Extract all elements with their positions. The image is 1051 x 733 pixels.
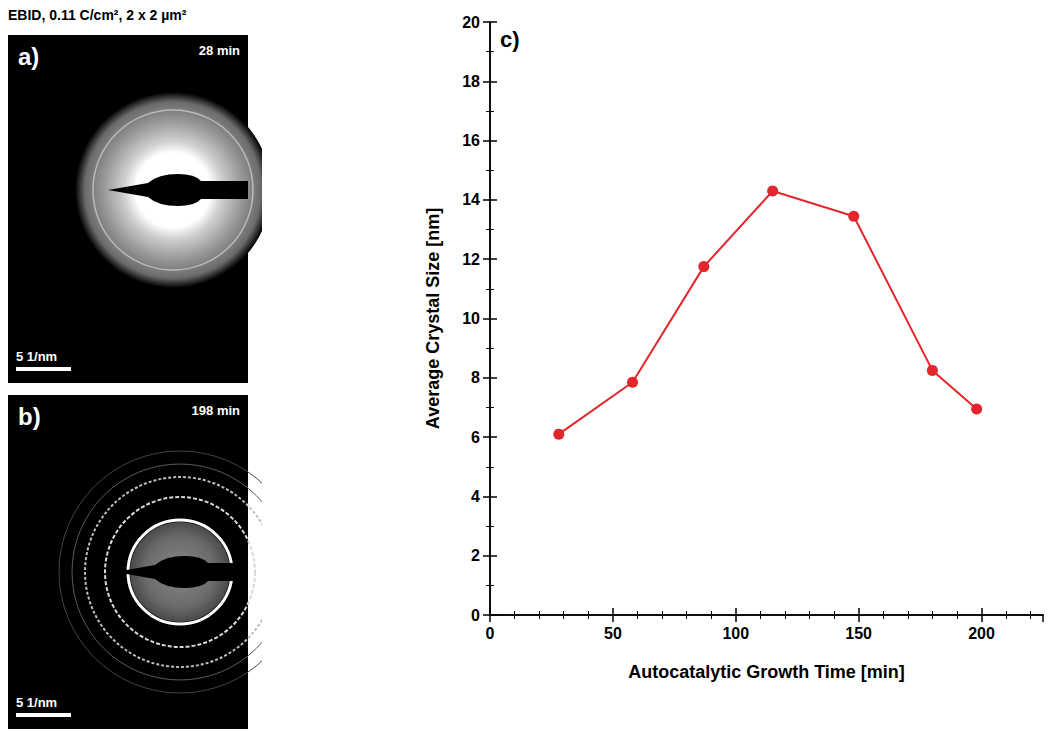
svg-text:2: 2 (471, 547, 480, 564)
svg-text:18: 18 (462, 73, 480, 90)
svg-text:200: 200 (968, 625, 995, 642)
svg-text:5 1/nm: 5 1/nm (16, 695, 57, 710)
svg-text:a): a) (18, 43, 39, 70)
svg-text:10: 10 (462, 310, 480, 327)
svg-text:c): c) (500, 27, 520, 52)
svg-text:Autocatalytic Growth Time [min: Autocatalytic Growth Time [min] (628, 662, 905, 682)
svg-text:0: 0 (471, 607, 480, 624)
svg-text:Average Crystal Size [nm]: Average Crystal Size [nm] (423, 208, 443, 429)
svg-text:12: 12 (462, 251, 480, 268)
svg-text:16: 16 (462, 132, 480, 149)
svg-text:EBID, 0.11 C/cm², 2 x 2 µm²: EBID, 0.11 C/cm², 2 x 2 µm² (8, 7, 187, 23)
svg-text:b): b) (18, 403, 41, 430)
svg-text:5 1/nm: 5 1/nm (16, 349, 57, 364)
svg-text:150: 150 (845, 625, 872, 642)
svg-text:100: 100 (722, 625, 749, 642)
svg-text:0: 0 (486, 625, 495, 642)
svg-text:8: 8 (471, 369, 480, 386)
svg-text:6: 6 (471, 429, 480, 446)
svg-text:20: 20 (462, 14, 480, 31)
svg-text:14: 14 (462, 191, 480, 208)
svg-text:28 min: 28 min (199, 43, 240, 58)
svg-text:198 min: 198 min (192, 403, 240, 418)
svg-text:4: 4 (471, 488, 480, 505)
svg-text:50: 50 (604, 625, 622, 642)
